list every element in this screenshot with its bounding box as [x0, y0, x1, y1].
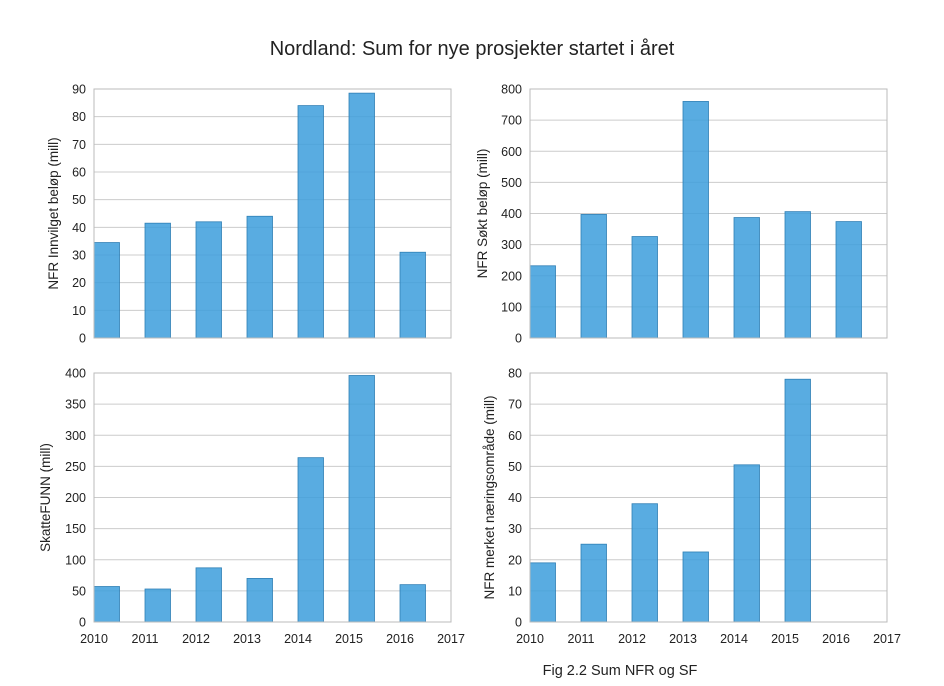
chart-panel-4: 0 10 20 30 40 50 60 70 80 2010 2011 2012 2013 2014 201… — [482, 367, 901, 647]
y-tick-label: 0 — [515, 332, 522, 346]
bar-2016 — [399, 251, 426, 339]
bar-2015 — [784, 378, 811, 623]
bar-2012 — [631, 236, 658, 339]
y-tick-label: 300 — [65, 429, 86, 443]
x-tick-label: 2016 — [386, 632, 414, 646]
x-tick-label: 2013 — [669, 632, 697, 646]
bar-2011 — [580, 214, 607, 339]
x-tick-label: 2016 — [822, 632, 850, 646]
chart-panel-1: 0 10 20 30 40 50 60 70 80 90 NFR Innvilget beløp (… — [46, 83, 452, 346]
bar-2015 — [348, 375, 375, 623]
y-tick-label: 50 — [508, 460, 522, 474]
x-tick-label: 2015 — [771, 632, 799, 646]
y-tick-label: 200 — [65, 491, 86, 505]
figure-caption: Fig 2.2 Sum NFR og SF — [543, 663, 698, 679]
chart-panel-2: 0 100 200 300 400 500 600 700 800 NFR Søkt beløp … — [475, 83, 888, 346]
y-tick-label: 300 — [501, 238, 522, 252]
x-tick-label: 2017 — [873, 632, 901, 646]
bar-2010 — [93, 586, 120, 623]
y-tick-label: 70 — [72, 138, 86, 152]
y-tick-label: 50 — [72, 193, 86, 207]
bar-2012 — [195, 221, 222, 339]
x-tick-label: 2015 — [335, 632, 363, 646]
y-tick-label: 700 — [501, 114, 522, 128]
y-tick-label: 80 — [508, 367, 522, 381]
y-tick-label: 40 — [72, 221, 86, 235]
x-tick-label: 2017 — [437, 632, 465, 646]
y-tick-label: 30 — [72, 249, 86, 263]
x-tick-label: 2011 — [132, 632, 159, 646]
plot-frame — [93, 372, 452, 623]
y-tick-label: 100 — [501, 300, 522, 314]
plot-frame — [529, 88, 888, 339]
bar-2016 — [399, 584, 426, 623]
y-tick-label: 40 — [508, 491, 522, 505]
y-tick-label: 10 — [72, 304, 86, 318]
y-tick-label: 100 — [65, 553, 86, 567]
bar-2013 — [246, 578, 273, 623]
bar-2010 — [93, 242, 120, 339]
bar-2013 — [682, 551, 709, 623]
bar-2012 — [631, 503, 658, 623]
chart-panels: 0 10 20 30 40 50 60 70 80 90 NFR Innvilget beløp (… — [38, 83, 901, 647]
y-tick-label: 200 — [501, 269, 522, 283]
bar-2015 — [784, 211, 811, 339]
x-tick-label: 2012 — [182, 632, 210, 646]
y-tick-label: 600 — [501, 145, 522, 159]
y-tick-label: 350 — [65, 398, 86, 412]
y-tick-label: 30 — [508, 522, 522, 536]
bar-2014 — [297, 105, 324, 339]
y-tick-label: 250 — [65, 460, 86, 474]
x-tick-label: 2010 — [516, 632, 544, 646]
y-tick-label: 0 — [79, 616, 86, 630]
y-tick-label: 0 — [515, 616, 522, 630]
x-tick-label: 2013 — [233, 632, 261, 646]
x-tick-label: 2011 — [568, 632, 595, 646]
bar-2014 — [297, 457, 324, 623]
bar-2010 — [529, 562, 556, 623]
bar-2014 — [733, 217, 760, 339]
x-tick-label: 2014 — [284, 632, 312, 646]
y-axis-label: SkatteFUNN (mill) — [38, 443, 53, 552]
y-tick-label: 20 — [72, 276, 86, 290]
bar-2011 — [144, 222, 171, 339]
bar-2010 — [529, 265, 556, 339]
y-tick-label: 500 — [501, 176, 522, 190]
y-axis-label: NFR Innvilget beløp (mill) — [46, 137, 61, 289]
bar-2011 — [144, 588, 171, 623]
y-tick-label: 50 — [72, 584, 86, 598]
bar-2016 — [835, 221, 862, 339]
bar-2013 — [682, 101, 709, 339]
y-tick-label: 70 — [508, 398, 522, 412]
y-tick-label: 90 — [72, 83, 86, 97]
bar-2014 — [733, 464, 760, 623]
x-tick-label: 2012 — [618, 632, 646, 646]
y-tick-label: 20 — [508, 553, 522, 567]
chart-panel-3: 0 50 100 150 200 250 300 350 400 2010 2011 2012 2013… — [38, 367, 465, 647]
bar-2015 — [348, 92, 375, 339]
y-tick-label: 400 — [65, 367, 86, 381]
figure-title: Nordland: Sum for nye prosjekter startet… — [270, 38, 675, 60]
y-tick-label: 0 — [79, 332, 86, 346]
x-tick-label: 2014 — [720, 632, 748, 646]
plot-frame — [529, 372, 888, 623]
bar-2013 — [246, 215, 273, 339]
bar-2012 — [195, 567, 222, 623]
y-axis-label: NFR Søkt beløp (mill) — [475, 149, 490, 279]
plot-frame — [93, 88, 452, 339]
y-tick-label: 60 — [72, 166, 86, 180]
y-tick-label: 60 — [508, 429, 522, 443]
bar-2011 — [580, 543, 607, 623]
y-tick-label: 10 — [508, 584, 522, 598]
y-tick-label: 400 — [501, 207, 522, 221]
y-tick-label: 80 — [72, 110, 86, 124]
x-tick-label: 2010 — [80, 632, 108, 646]
y-tick-label: 800 — [501, 83, 522, 97]
y-tick-label: 150 — [65, 522, 86, 536]
y-axis-label: NFR merket næringsområde (mill) — [482, 395, 497, 599]
